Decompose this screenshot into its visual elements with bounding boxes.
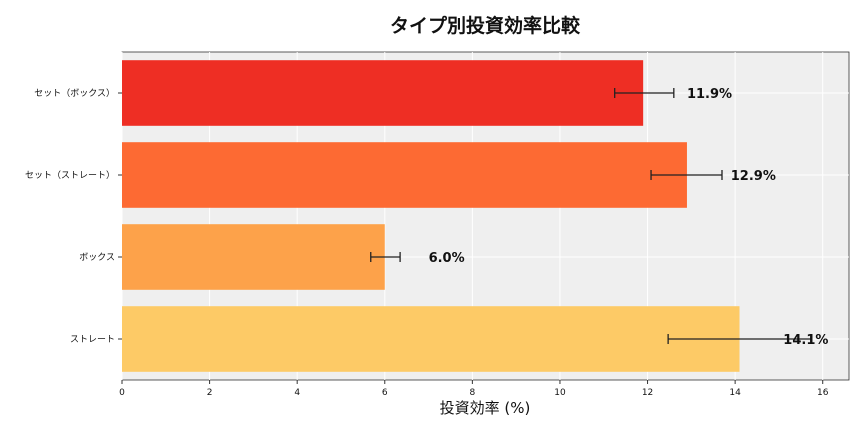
x-axis-label: 投資効率 (%) xyxy=(440,399,531,417)
x-tick-label: 4 xyxy=(294,388,300,398)
x-tick-label: 14 xyxy=(729,388,741,398)
y-tick-label: ボックス xyxy=(79,252,115,263)
x-tick-label: 16 xyxy=(817,388,829,398)
data-label: 11.9% xyxy=(687,87,732,102)
x-tick-label: 8 xyxy=(469,388,475,398)
x-tick-label: 6 xyxy=(382,388,388,398)
x-tick-label: 2 xyxy=(207,388,213,398)
data-label: 6.0% xyxy=(429,251,465,266)
data-label: 12.9% xyxy=(731,169,776,184)
bar xyxy=(122,306,740,372)
bar xyxy=(122,142,687,208)
data-label: 14.1% xyxy=(783,333,828,348)
x-tick-label: 0 xyxy=(119,388,125,398)
y-tick-label: セット（ストレート） xyxy=(25,170,115,181)
bar xyxy=(122,224,385,290)
y-tick-label: セット（ボックス） xyxy=(34,88,115,99)
chart-title: タイプ別投資効率比較 xyxy=(390,14,581,37)
x-tick-label: 10 xyxy=(554,388,566,398)
y-tick-label: ストレート xyxy=(70,335,115,345)
x-tick-label: 12 xyxy=(642,388,653,398)
bar xyxy=(122,60,644,126)
